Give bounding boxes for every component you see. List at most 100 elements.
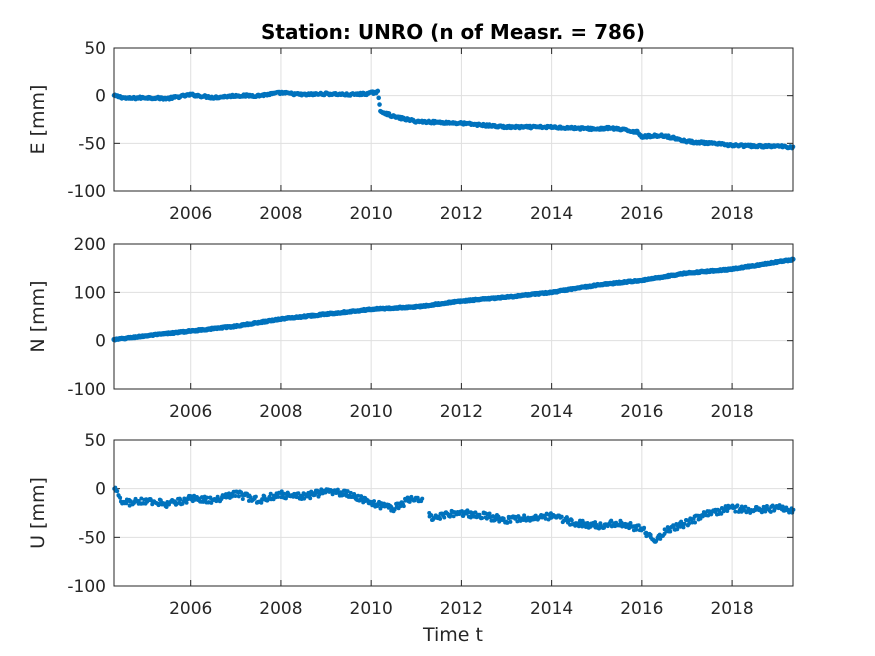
y-axis-label-east: E [mm]: [27, 85, 49, 155]
x-tick-label: 2018: [710, 402, 753, 422]
x-tick-label: 2014: [530, 599, 573, 619]
data-point: [569, 518, 574, 523]
data-point: [484, 516, 489, 521]
data-point: [429, 513, 434, 518]
data-point: [282, 491, 287, 496]
panel-north: 2006 2008 2010 2012 2014 2016 2018-1000100200 …: [27, 235, 796, 422]
x-tick-label: 2006: [169, 599, 212, 619]
y-tick-label: 0: [95, 332, 106, 352]
y-axis-label-up: U [mm]: [27, 477, 49, 549]
data-point: [693, 520, 697, 525]
data-point: [259, 500, 264, 505]
y-tick-label: 0: [95, 87, 106, 107]
data-point: [156, 503, 161, 508]
y-tick-label: 50: [84, 39, 106, 59]
panel-up: 2006 2008 2010 2012 2014 2016 2018 -100 -50 0 50 U…: [27, 431, 796, 619]
data-point: [279, 489, 284, 494]
y-tick-label: -100: [67, 182, 106, 202]
data-point: [276, 494, 281, 499]
ticks: 2006 2008 2010 2012 2014 2016 2018 -100 0 100 200: [67, 235, 793, 422]
y-tick-label: 200: [74, 235, 106, 255]
y-tick-label: 50: [84, 431, 106, 451]
x-axis-label: Time t: [422, 624, 483, 646]
data-point: [480, 515, 485, 520]
ticks: 2006 2008 2010 2012 2014 2016 2018 -100 -50 0 50: [67, 39, 793, 224]
x-tick-label: 2014: [530, 204, 573, 224]
plot-frame: [113, 47, 794, 192]
data-point: [760, 509, 765, 514]
x-tick-label: 2016: [620, 204, 663, 224]
data-point: [253, 494, 258, 499]
data-point: [780, 504, 785, 509]
data-point: [401, 504, 406, 509]
x-tick-label: 2010: [350, 402, 393, 422]
data-point: [743, 504, 748, 509]
data-point: [236, 494, 241, 499]
data-point: [308, 496, 313, 501]
x-tick-label: 2018: [710, 204, 753, 224]
y-tick-label: 100: [74, 283, 106, 303]
data-point: [356, 493, 361, 498]
x-tick-label: 2010: [350, 204, 393, 224]
x-tick-label: 2014: [530, 402, 573, 422]
data-point: [464, 511, 469, 516]
data-point: [733, 509, 738, 514]
data-point: [268, 491, 273, 496]
data-point: [668, 529, 673, 534]
data-point: [559, 514, 564, 519]
ticks: 2006 2008 2010 2012 2014 2016 2018 -100 -50 0 50: [67, 431, 793, 619]
grid: [114, 47, 793, 192]
data-point: [233, 493, 238, 498]
data-point: [178, 497, 183, 502]
data-point: [768, 509, 773, 514]
data-point: [240, 497, 245, 502]
data-point: [246, 498, 251, 503]
data-point: [609, 518, 614, 523]
data-point: [588, 524, 593, 529]
data-point: [348, 490, 353, 495]
data-point: [501, 516, 506, 521]
data-point: [296, 491, 301, 496]
data-points: [111, 88, 796, 151]
data-points: [112, 485, 796, 544]
data-point: [127, 503, 132, 508]
data-point: [686, 521, 691, 526]
data-point: [377, 102, 382, 107]
data-point: [442, 515, 447, 520]
data-point: [302, 496, 307, 501]
y-tick-label: -100: [67, 577, 106, 597]
data-point: [359, 494, 364, 499]
data-point: [763, 509, 768, 514]
data-point: [508, 519, 513, 524]
data-point: [675, 527, 680, 532]
x-tick-label: 2018: [710, 599, 753, 619]
x-tick-label: 2010: [350, 599, 393, 619]
x-tick-label: 2008: [259, 204, 302, 224]
data-point: [477, 512, 482, 517]
data-point: [330, 492, 335, 497]
data-point: [438, 516, 443, 521]
data-points: [111, 256, 796, 343]
data-point: [487, 511, 492, 516]
plot-frame: [113, 243, 794, 390]
data-point: [376, 95, 381, 101]
data-point: [505, 520, 510, 525]
x-tick-label: 2016: [620, 402, 663, 422]
chart-title: Station: UNRO (n of Measr. = 786): [261, 20, 645, 44]
data-point: [636, 523, 641, 528]
data-point: [628, 521, 633, 526]
x-tick-label: 2012: [440, 402, 483, 422]
plot-frame: [113, 439, 794, 587]
data-point: [451, 514, 456, 519]
data-point: [448, 512, 453, 517]
data-point: [735, 503, 740, 508]
data-point: [682, 521, 687, 526]
data-point: [671, 524, 676, 529]
y-tick-label: 0: [95, 480, 106, 500]
data-point: [345, 489, 350, 494]
data-point: [118, 495, 123, 500]
data-point: [335, 487, 340, 492]
data-point: [184, 500, 189, 505]
data-point: [375, 88, 381, 94]
